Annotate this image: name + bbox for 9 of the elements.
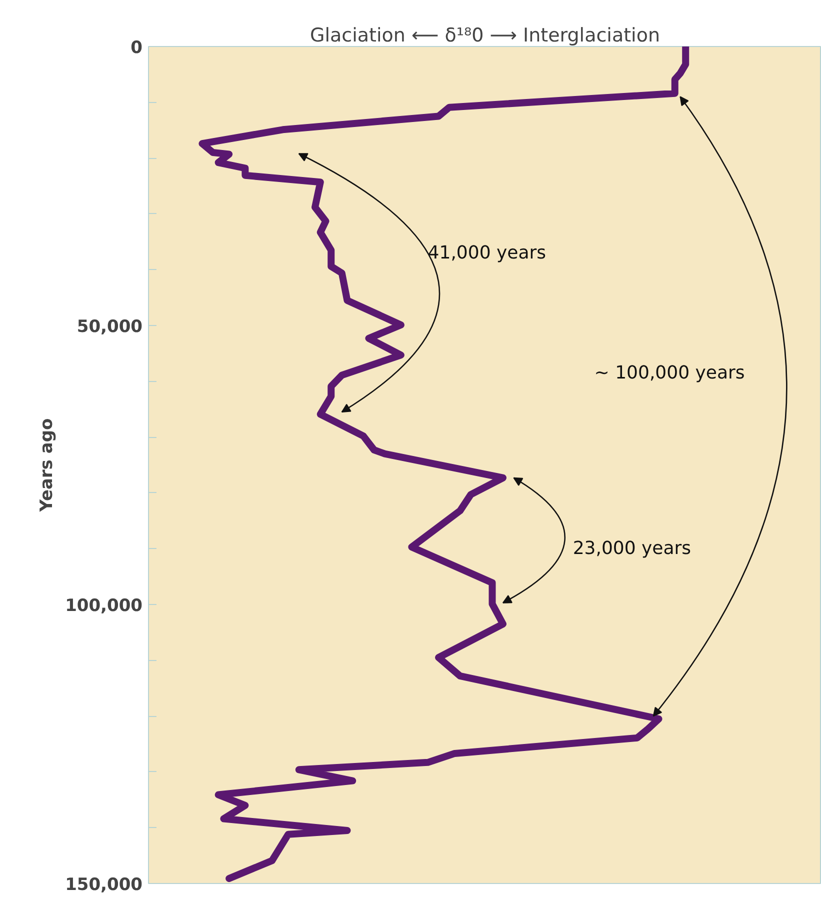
y-tick-label: 50,000 xyxy=(76,317,143,337)
y-tick-label: 0 xyxy=(130,38,143,58)
x-axis-title: Glaciation ⟵ δ¹⁸0 ⟶ Interglaciation xyxy=(310,24,660,46)
y-axis-title: Years ago xyxy=(37,418,58,513)
annotation: 41,000 years xyxy=(428,242,546,264)
annotation: ~ 100,000 years xyxy=(594,362,745,384)
y-tick-label: 150,000 xyxy=(65,875,143,895)
annotation: 23,000 years xyxy=(572,538,692,560)
y-tick-label: 100,000 xyxy=(65,596,143,616)
